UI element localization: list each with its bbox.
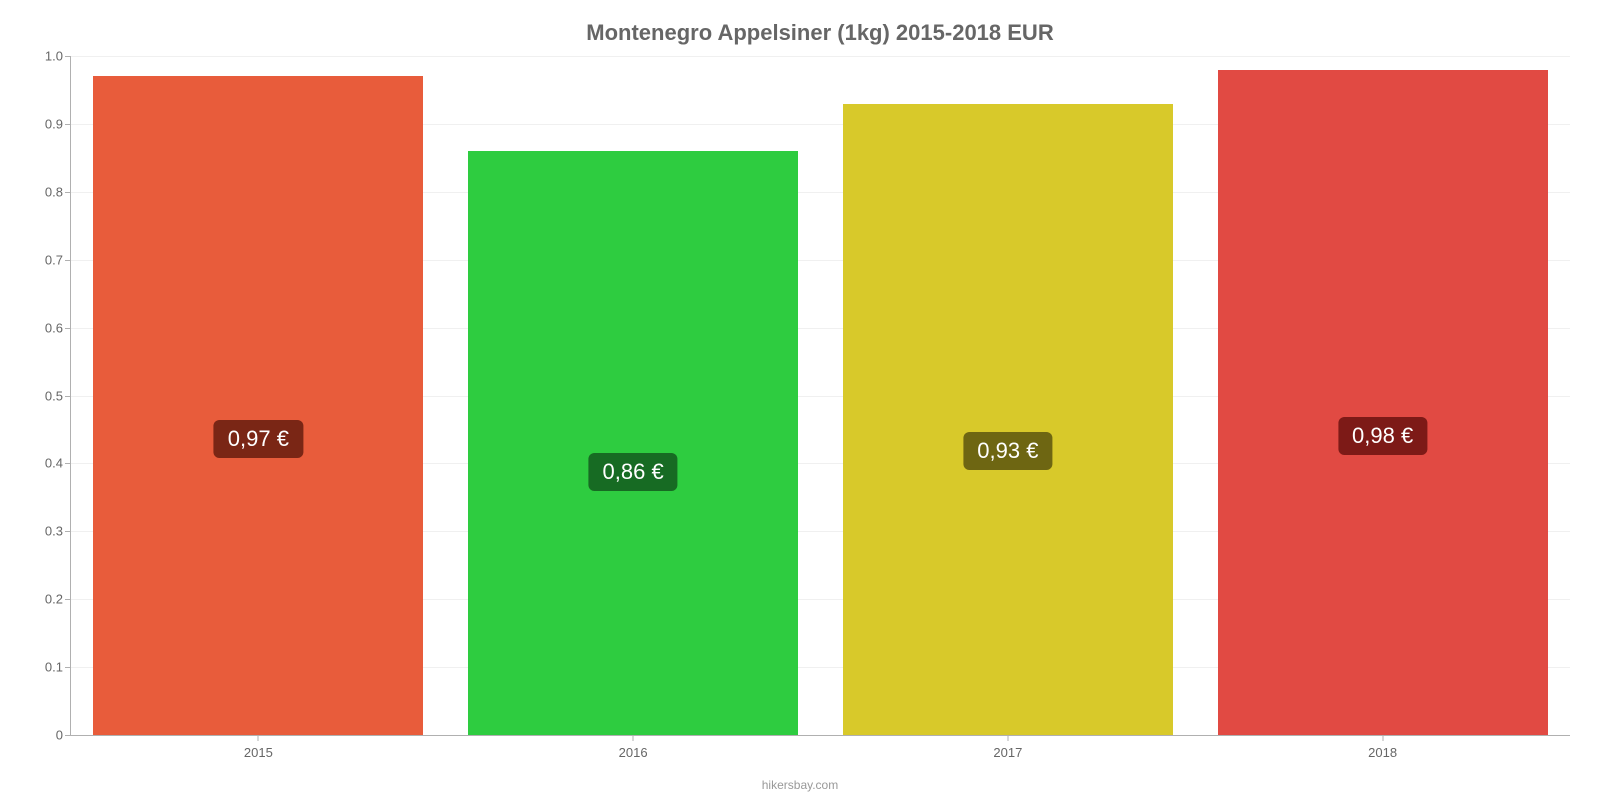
bar-slot: 0,86 €2016 <box>446 56 821 735</box>
y-tick-label: 0.3 <box>45 524 63 539</box>
y-tick-label: 0.2 <box>45 592 63 607</box>
bars-group: 0,97 €20150,86 €20160,93 €20170,98 €2018 <box>71 56 1570 735</box>
attribution: hikersbay.com <box>762 778 838 792</box>
chart-title: Montenegro Appelsiner (1kg) 2015-2018 EU… <box>70 20 1570 46</box>
y-tick-label: 0.5 <box>45 388 63 403</box>
chart-container: Montenegro Appelsiner (1kg) 2015-2018 EU… <box>0 0 1600 800</box>
bar: 0,98 € <box>1218 70 1548 735</box>
y-tick-label: 0.7 <box>45 252 63 267</box>
y-tick-label: 0.4 <box>45 456 63 471</box>
bar: 0,97 € <box>93 76 423 735</box>
y-tick-label: 0.6 <box>45 320 63 335</box>
bar-value-label: 0,86 € <box>589 453 678 491</box>
x-tick-label: 2015 <box>244 745 273 760</box>
bar: 0,93 € <box>843 104 1173 735</box>
bar-slot: 0,97 €2015 <box>71 56 446 735</box>
bar-value-label: 0,97 € <box>214 420 303 458</box>
x-tick-label: 2017 <box>993 745 1022 760</box>
x-tick-mark <box>1382 735 1383 741</box>
bar-value-label: 0,98 € <box>1338 417 1427 455</box>
x-tick-mark <box>258 735 259 741</box>
x-tick-label: 2018 <box>1368 745 1397 760</box>
y-tick-label: 1.0 <box>45 49 63 64</box>
y-tick-mark <box>65 735 71 736</box>
bar-slot: 0,93 €2017 <box>821 56 1196 735</box>
y-tick-label: 0.9 <box>45 116 63 131</box>
x-tick-label: 2016 <box>619 745 648 760</box>
bar-value-label: 0,93 € <box>963 432 1052 470</box>
x-tick-mark <box>633 735 634 741</box>
y-tick-label: 0 <box>56 728 63 743</box>
bar: 0,86 € <box>468 151 798 735</box>
x-tick-mark <box>1007 735 1008 741</box>
y-tick-label: 0.1 <box>45 660 63 675</box>
bar-slot: 0,98 €2018 <box>1195 56 1570 735</box>
plot-area: 00.10.20.30.40.50.60.70.80.91.0 0,97 €20… <box>70 56 1570 736</box>
y-tick-label: 0.8 <box>45 184 63 199</box>
